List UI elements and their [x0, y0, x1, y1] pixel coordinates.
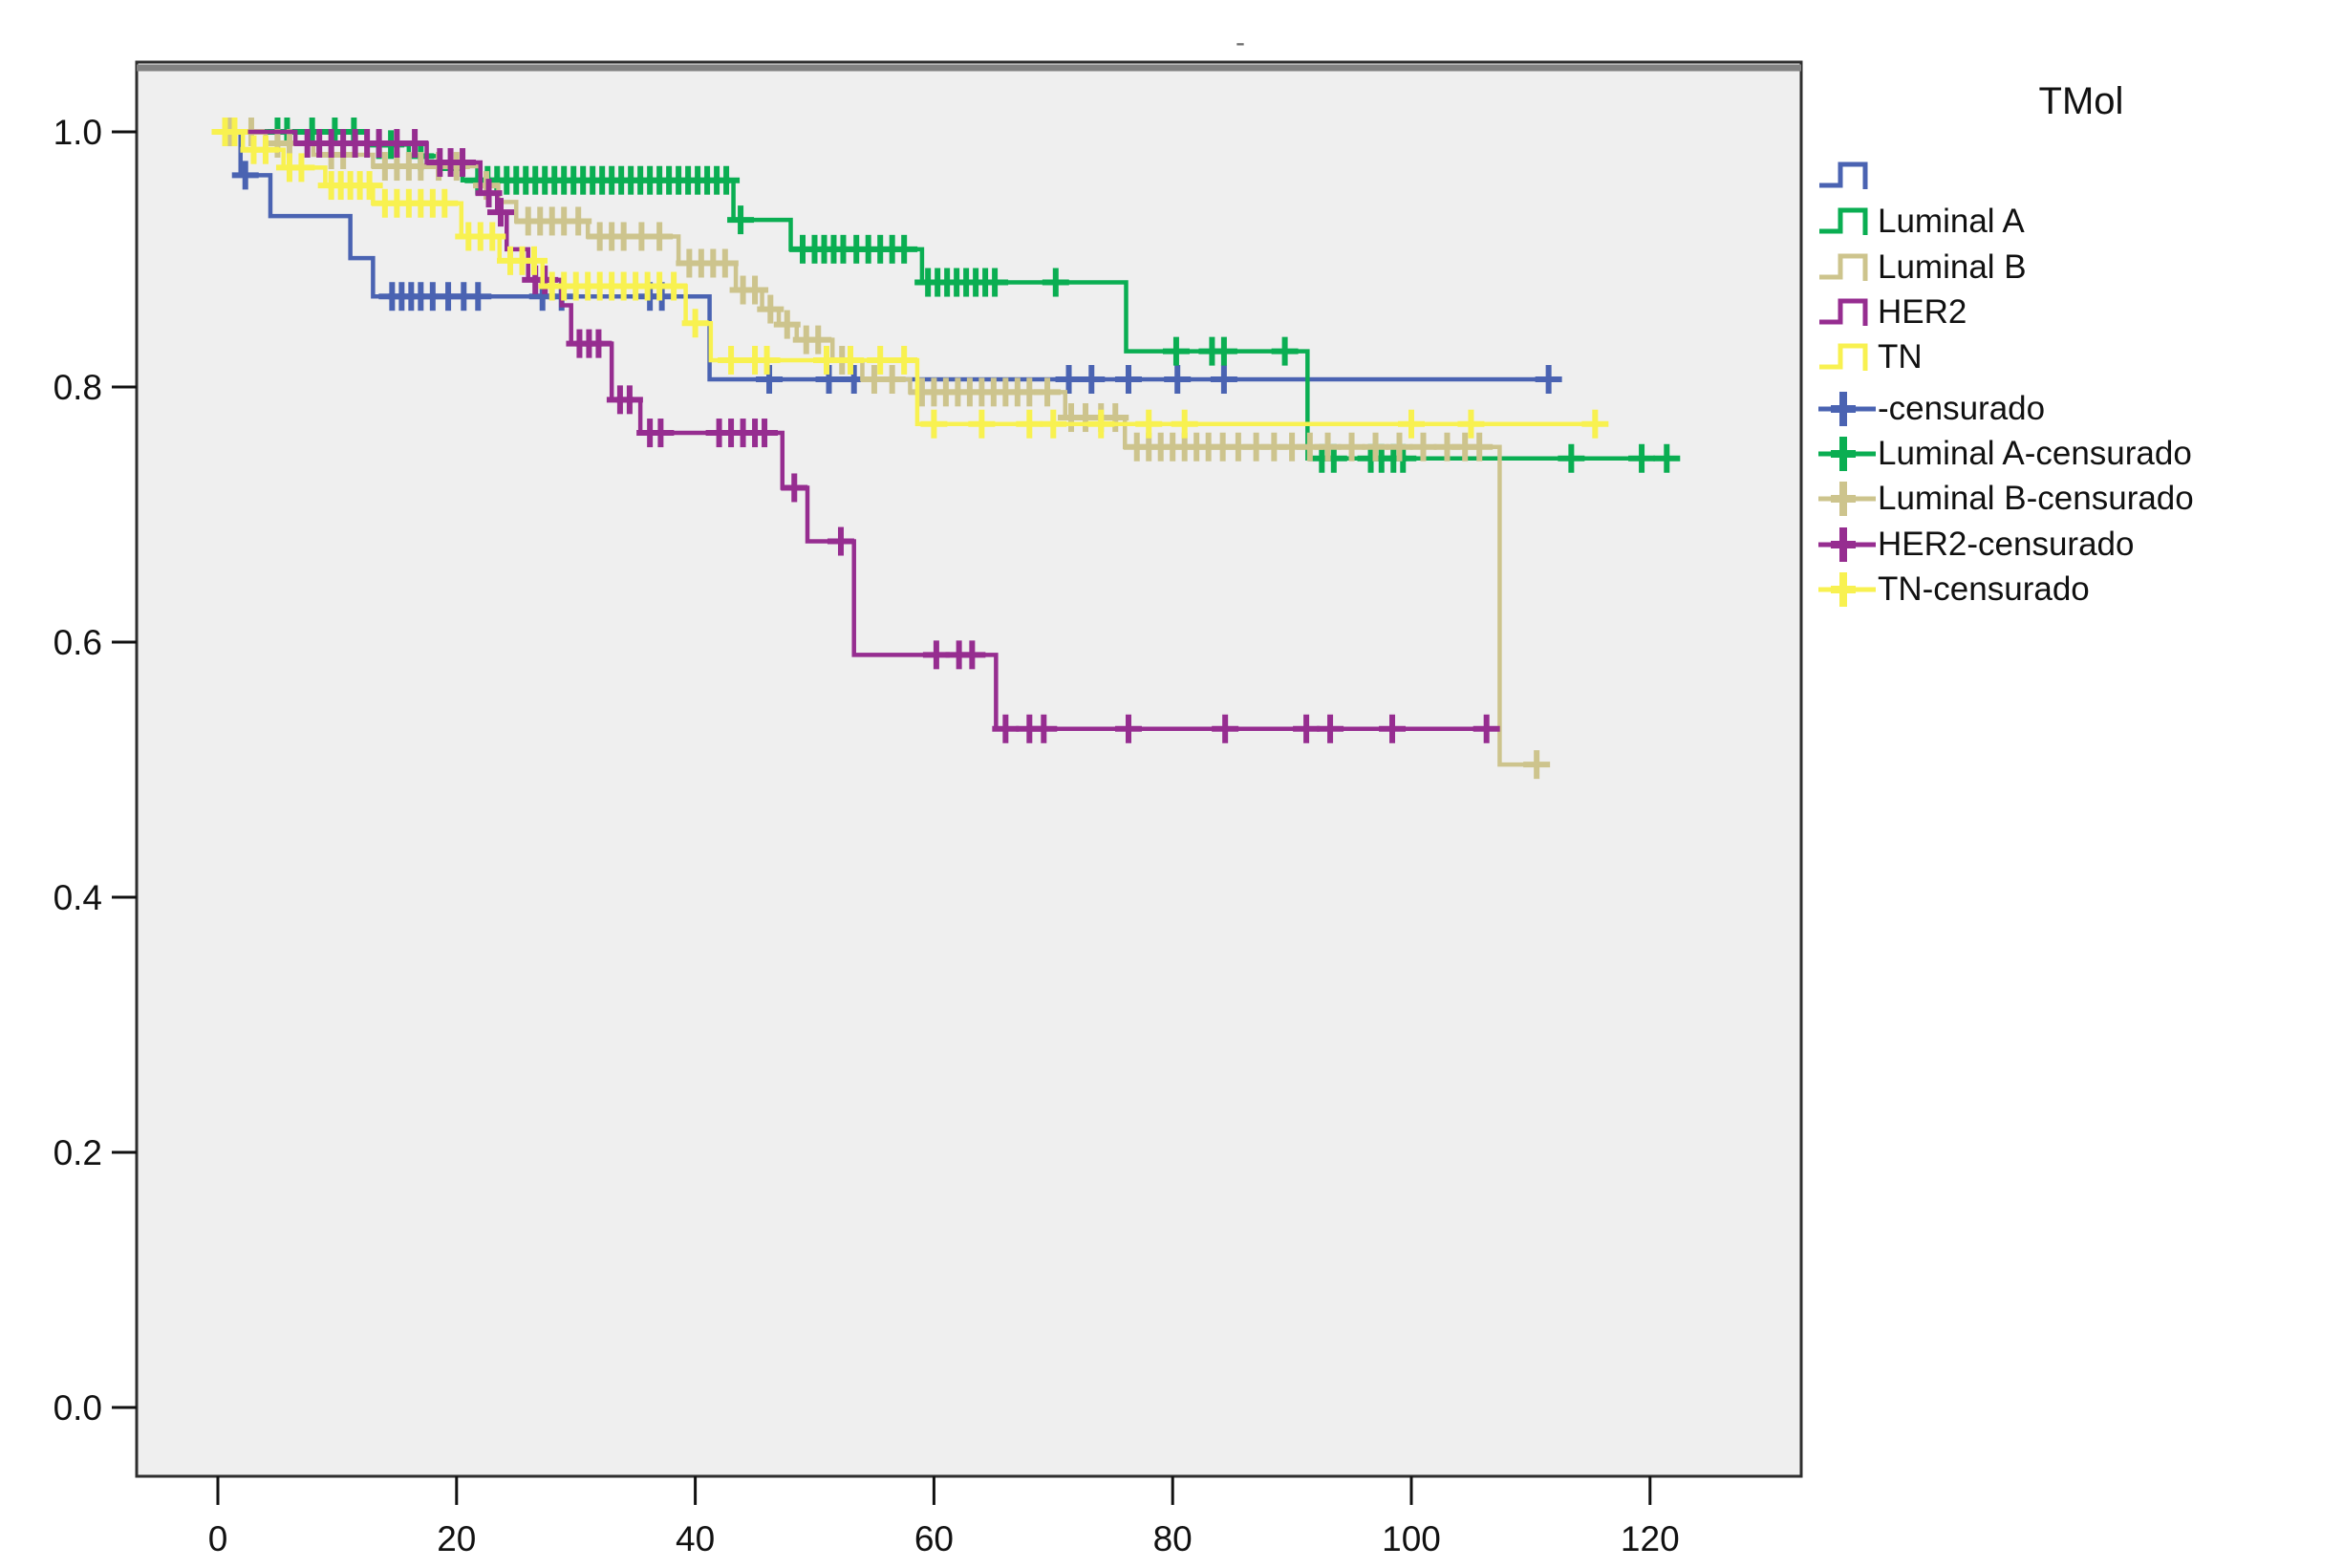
- step-line: [1819, 207, 1868, 235]
- step-line-glyph: [1819, 161, 1868, 189]
- legend-item-label: Luminal A: [1878, 203, 2025, 240]
- step-line-glyph: [1819, 207, 1868, 235]
- series-curve-Luminal A: [218, 129, 1681, 462]
- legend-item-luminal-b-censurado: Luminal B-censurado: [1818, 478, 2194, 520]
- step-line-glyph: [1819, 343, 1868, 371]
- y-tick-label: 0.2: [54, 1133, 102, 1172]
- series-curve-blank: [218, 129, 1549, 382]
- y-tick-label: 0.8: [54, 368, 102, 407]
- censor-plus-glyph: [1818, 572, 1876, 607]
- x-tick-label: 40: [676, 1519, 715, 1558]
- legend-item-label: TN-censurado: [1878, 570, 2090, 608]
- series-censors-TN: [211, 118, 1609, 439]
- series-censors-HER2: [293, 129, 1500, 743]
- x-tick-label: 100: [1382, 1519, 1441, 1558]
- legend-item-luminal-a-censurado: Luminal A-censurado: [1818, 433, 2192, 475]
- x-tick-label: 60: [914, 1519, 954, 1558]
- y-tick-label: 0.4: [54, 878, 102, 917]
- step-line: [1819, 253, 1868, 281]
- x-tick-label: 20: [437, 1519, 476, 1558]
- legend-item-label: TN: [1878, 338, 1923, 376]
- step-line-icon: [1818, 247, 1878, 289]
- censor-plus-icon: [1818, 569, 1878, 611]
- x-tick-label: 0: [208, 1519, 228, 1558]
- legend-item-luminal-a: Luminal A: [1818, 201, 2025, 243]
- censor-plus-glyph: [1818, 527, 1876, 562]
- censor-plus-icon: [1818, 388, 1878, 430]
- censor-plus-icon: [1818, 524, 1878, 566]
- step-line-icon: [1818, 336, 1878, 378]
- y-tick-label: 0.0: [54, 1388, 102, 1428]
- legend-item-her2: HER2: [1818, 291, 1967, 333]
- censor-plus-icon: [1818, 433, 1878, 475]
- censor-plus-glyph: [1818, 482, 1876, 516]
- legend-item-tn-censurado: TN-censurado: [1818, 569, 2090, 611]
- step-line: [1819, 343, 1868, 371]
- x-tick-label: 80: [1153, 1519, 1193, 1558]
- top-artifact-mark: -: [1236, 27, 1245, 58]
- x-tick-label: 120: [1621, 1519, 1680, 1558]
- step-line-glyph: [1819, 253, 1868, 281]
- censor-plus-glyph: [1818, 392, 1876, 426]
- legend-item-label: HER2: [1878, 293, 1967, 331]
- step-line: [1819, 161, 1868, 189]
- y-tick-label: 1.0: [54, 113, 102, 152]
- censor-plus-icon: [1818, 478, 1878, 520]
- legend-item-her2-censurado: HER2-censurado: [1818, 524, 2134, 566]
- legend-item-blank: [1818, 155, 1878, 197]
- legend-item-censurado: -censurado: [1818, 388, 2045, 430]
- legend-item-label: Luminal B-censurado: [1878, 480, 2194, 517]
- step-line-icon: [1818, 291, 1878, 333]
- step-line-glyph: [1819, 298, 1868, 326]
- legend-item-label: -censurado: [1878, 390, 2046, 427]
- step-line: [1819, 298, 1868, 326]
- legend-item-luminal-b: Luminal B: [1818, 247, 2027, 289]
- step-line-icon: [1818, 201, 1878, 243]
- step-line-icon: [1818, 155, 1878, 197]
- censor-plus-glyph: [1818, 437, 1876, 471]
- legend-title: TMol: [2038, 80, 2124, 122]
- legend-item-tn: TN: [1818, 336, 1923, 378]
- legend-item-label: Luminal A-censurado: [1878, 435, 2192, 472]
- legend-item-label: HER2-censurado: [1878, 526, 2135, 563]
- y-tick-label: 0.6: [54, 623, 102, 662]
- legend-item-label: Luminal B: [1878, 248, 2027, 286]
